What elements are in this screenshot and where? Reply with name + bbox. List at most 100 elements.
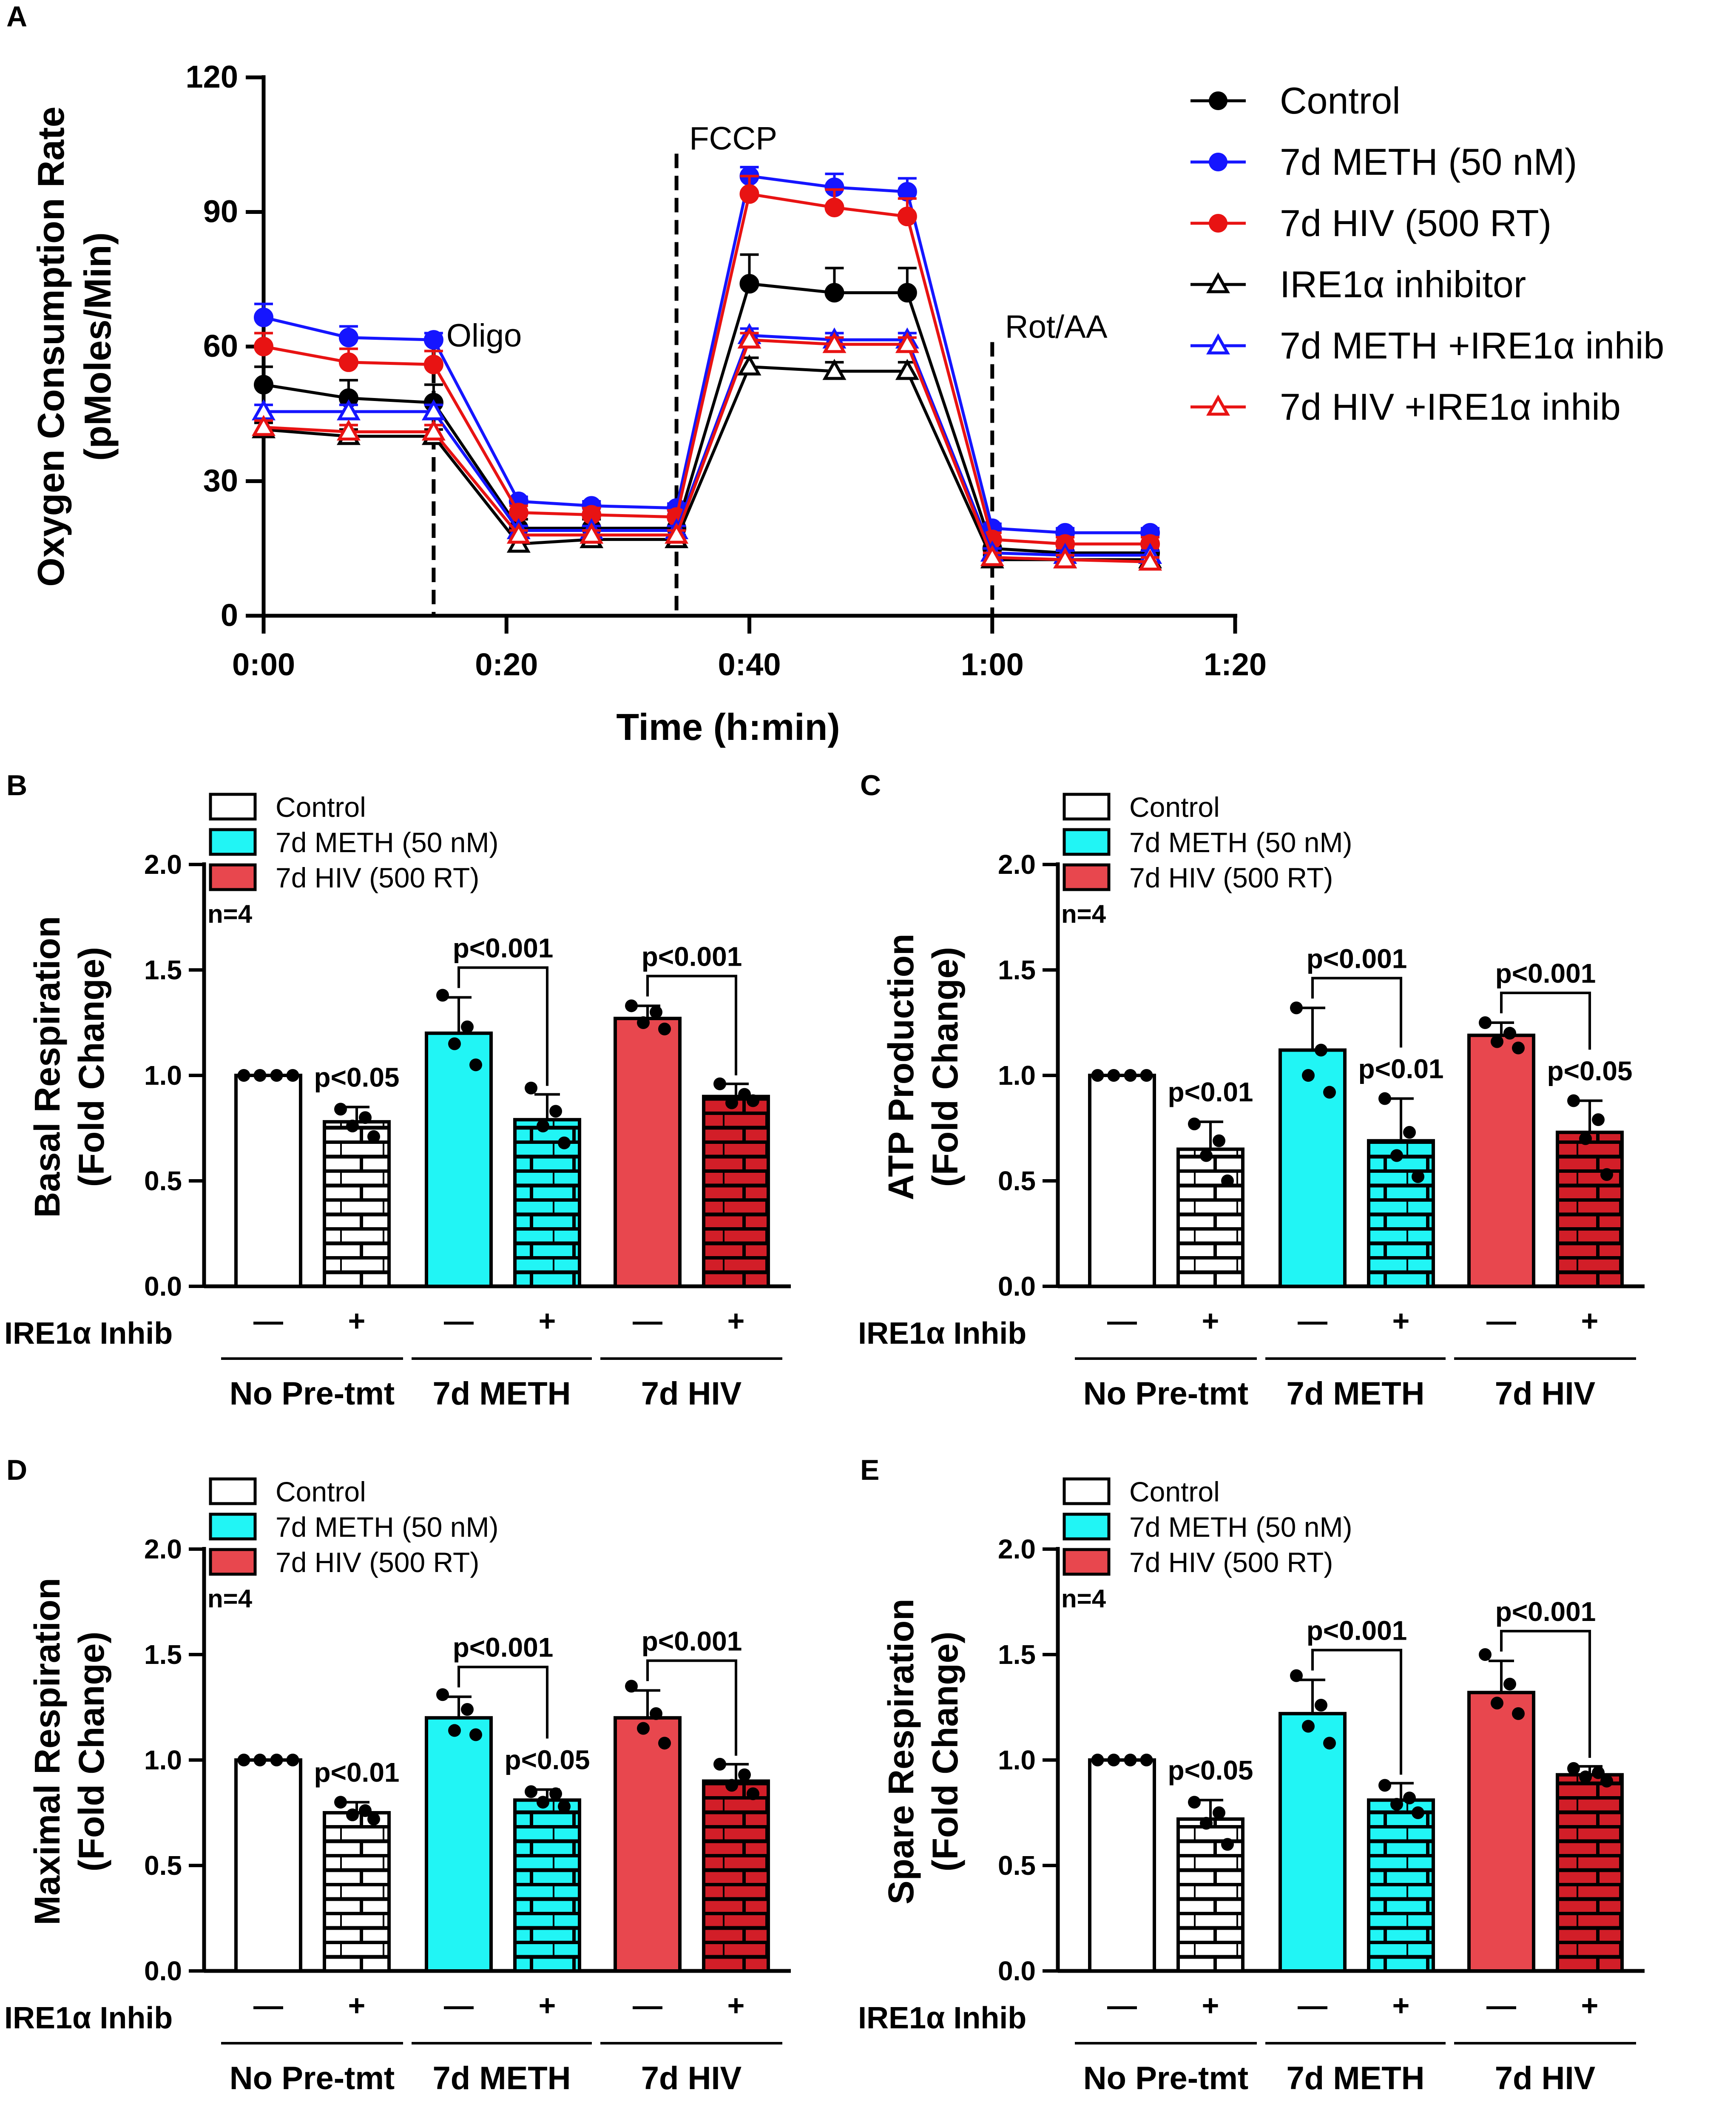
data-point [367,1812,380,1825]
data-point [254,375,273,395]
y-axis-title-line1: Basal Respiration [27,916,67,1218]
data-point [1512,1041,1525,1055]
bar [323,1120,391,1288]
treatment-sign: — [444,1304,474,1337]
data-point [1138,549,1162,571]
data-point [1188,1117,1201,1131]
data-point [1503,1026,1516,1040]
bar [1556,1130,1624,1288]
data-point [448,1724,461,1737]
y-tick-label: 60 [203,328,238,364]
y-axis-title-line2: (Fold Change) [925,1632,965,1872]
data-point [338,327,358,347]
bar [425,1031,493,1288]
data-point [1503,1678,1516,1691]
data-point [980,545,1004,566]
bar [1467,1033,1535,1288]
data-point [1140,1754,1153,1766]
bar [1088,1758,1156,1973]
data-point [558,1136,571,1149]
panel-a: A 0 30 60 90 120 0:00 0:20 0:40 1:00 1:20 Time (h:… [6,0,1664,748]
treatment-sign: + [727,1989,745,2022]
data-point [1323,1086,1336,1099]
data-point [1315,1699,1327,1712]
data-point [1600,1168,1613,1181]
p-value-label: p<0.05 [1547,1056,1632,1086]
data-point [506,522,531,544]
legend-label: Control [276,1476,366,1507]
data-point [739,274,759,294]
data-point [336,419,361,441]
data-point [1302,1720,1315,1733]
data-point [1200,1817,1213,1830]
legend-swatch [1063,863,1111,891]
data-point [713,1757,726,1771]
data-point [1323,1737,1336,1750]
series-line [263,365,1151,561]
data-point [525,1785,537,1798]
data-point [739,184,759,204]
data-point [1290,1669,1303,1682]
y-tick-label: 1.5 [144,955,182,985]
legend-label: 7d METH (50 nM) [1129,827,1352,858]
group-label: No Pre-tmt [230,1376,395,1412]
data-point [650,1707,662,1720]
legend-swatch [209,793,257,821]
treatment-sign: — [1486,1989,1516,2022]
y-axis-title-line1: ATP Production [881,934,921,1200]
y-tick-label: 2.0 [144,1534,182,1564]
panel-label: C [860,769,881,802]
n-label: n=4 [207,1584,253,1613]
data-point [1091,1069,1104,1082]
legend-marker [1206,333,1230,355]
n-label: n=4 [207,900,253,928]
data-point [286,1069,299,1082]
treatment-sign: + [1581,1989,1599,2022]
treatment-sign: — [444,1989,474,2022]
data-point [650,1006,662,1019]
y-axis-title-line2: (Fold Change) [925,947,965,1187]
treatment-sign: — [633,1304,662,1337]
data-point [1188,1796,1201,1809]
data-point [1213,1134,1225,1147]
data-point [469,1058,482,1072]
y-tick-label: 1.5 [998,955,1036,985]
data-point [270,1754,283,1766]
significance-bracket [1311,1649,1402,1775]
series-line [263,192,1151,546]
series-line [263,338,1151,563]
treatment-row-label: IRE1α Inhib [4,1317,173,1351]
group-label: 7d METH [1286,2060,1424,2096]
data-point [822,332,847,353]
data-point [1479,1016,1492,1029]
bar [702,1095,770,1288]
y-axis-title: Spare Respiration (Fold Change) [881,1599,965,1905]
n-label: n=4 [1061,900,1106,928]
p-value-label: p<0.001 [453,933,554,963]
group-label: 7d METH [432,1376,571,1412]
data-point [1221,1838,1234,1851]
data-point [448,1037,461,1050]
data-point [1479,1648,1492,1661]
y-axis-title: ATP Production (Fold Change) [881,934,965,1200]
data-point [334,1103,347,1116]
data-point [1567,1762,1580,1775]
data-point [1600,1774,1613,1788]
data-point [367,1130,380,1143]
series-line [263,174,1151,535]
treatment-row-label: IRE1α Inhib [858,2001,1026,2035]
treatment-sign: + [1392,1989,1410,2022]
y-tick-label: 2.0 [998,849,1036,880]
panel-a-plot: 0 30 60 90 120 0:00 0:20 0:40 1:00 1:20 Time (h:mi… [30,59,1267,748]
bar [1279,1048,1347,1288]
bar [1279,1712,1347,1973]
data-point [1491,1035,1503,1048]
y-tick-label: 2.0 [998,1534,1036,1564]
group-label: 7d HIV [1495,1376,1596,1412]
data-point [658,1737,671,1750]
data-point [637,1722,650,1735]
legend-label: 7d HIV (500 RT) [276,862,479,893]
y-tick-label: 1.5 [998,1639,1036,1670]
data-point [1053,547,1077,569]
data-point [421,419,446,441]
